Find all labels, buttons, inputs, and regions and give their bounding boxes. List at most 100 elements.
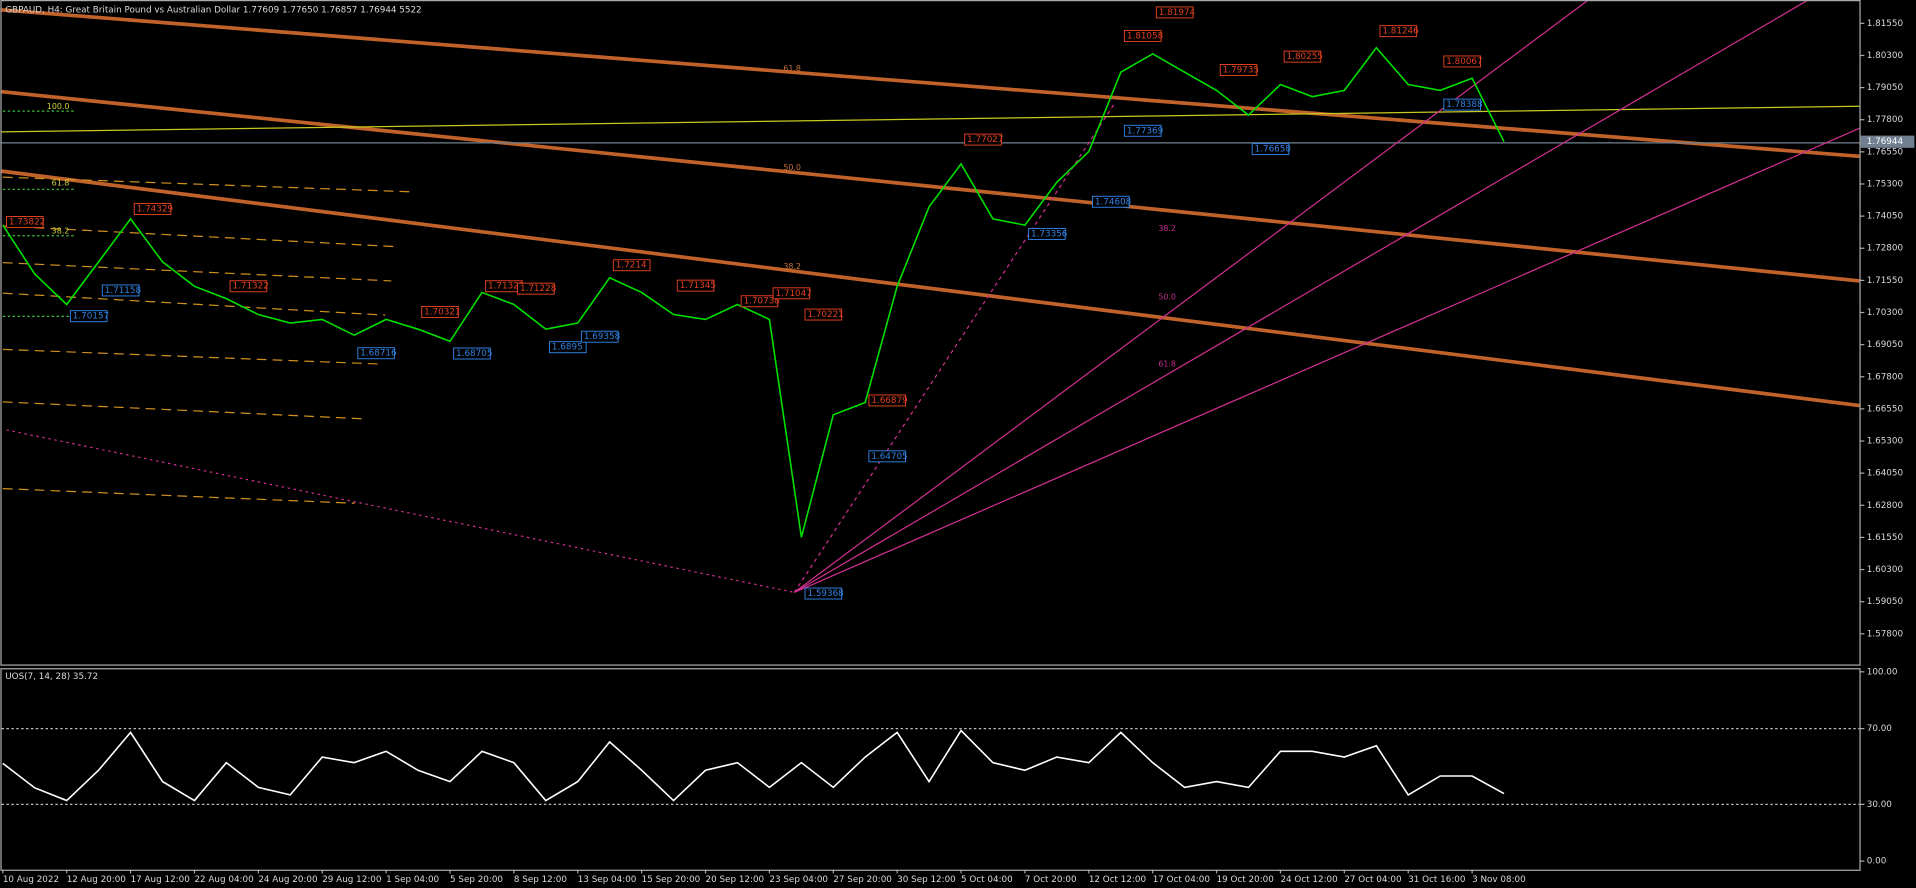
swing-label-box <box>804 308 843 321</box>
y-tick-label: 1.76550 <box>1867 147 1903 157</box>
swing-label-box <box>1091 195 1130 208</box>
x-tick-label: 10 Aug 2022 <box>3 875 59 885</box>
swing-label-box <box>453 347 491 360</box>
fib-label: 38.2 <box>1158 224 1176 233</box>
swing-label: 1.76658 <box>1255 145 1291 155</box>
y-tick-label: 1.81550 <box>1867 19 1903 29</box>
x-tick-label: 30 Sep 12:00 <box>897 875 956 885</box>
current-price-box <box>1860 135 1915 148</box>
x-tick-label: 12 Oct 12:00 <box>1089 875 1146 885</box>
price-panel <box>0 0 1861 666</box>
swing-label-box <box>1028 227 1066 240</box>
swing-label-box <box>1283 50 1322 63</box>
x-tick-label: 19 Oct 20:00 <box>1217 875 1274 885</box>
swing-label-box <box>133 202 172 215</box>
swing-label: 1.71158 <box>105 286 141 296</box>
fib-label: 61.8 <box>1158 359 1176 368</box>
swing-label-box <box>676 279 715 292</box>
swing-label: 1.79735 <box>1223 65 1259 75</box>
trendline <box>0 169 1860 408</box>
swing-label: 1.7214 <box>616 261 647 271</box>
fib-fan <box>793 103 1115 593</box>
y-tick-label: 1.65300 <box>1867 437 1903 447</box>
y-tick-label: 1.80300 <box>1867 51 1903 61</box>
channel-line <box>2 292 386 316</box>
y-tick-label: 1.77800 <box>1867 115 1903 125</box>
y-tick-label: 0.00 <box>1867 857 1887 867</box>
swing-label: 1.80067 <box>1446 57 1482 67</box>
y-tick-label: 1.74050 <box>1867 212 1903 222</box>
y-tick-label: 1.75300 <box>1867 179 1903 189</box>
swing-label: 1.80255 <box>1287 52 1323 62</box>
x-tick-label: 12 Aug 20:00 <box>67 875 126 885</box>
fib-label: 100.0 <box>47 102 70 111</box>
swing-label: 1.71047 <box>776 289 812 299</box>
swing-label: 1.70321 <box>424 307 460 317</box>
y-tick-label: 1.64050 <box>1867 469 1903 479</box>
swing-label: 1.71345 <box>680 281 716 291</box>
swing-label-box <box>69 310 108 323</box>
swing-label: 1.64705 <box>871 452 907 462</box>
swing-label-box <box>101 284 140 297</box>
swing-label-box <box>357 347 395 360</box>
swing-label-box <box>1155 6 1194 19</box>
swing-label-box <box>1123 124 1162 137</box>
swing-label: 1.73822 <box>9 217 45 227</box>
drawing-objects: 61.8 50.0 38.2 38.2 50.0 61.8 100.0 61.8… <box>0 0 1860 594</box>
swing-label: 1.70738 <box>744 297 780 307</box>
level-line <box>0 105 1860 133</box>
x-tick-label: 1 Sep 04:00 <box>386 875 439 885</box>
swing-label-box <box>1443 55 1481 68</box>
swing-label: 1.81246 <box>1382 27 1419 37</box>
x-tick-label: 24 Oct 12:00 <box>1280 875 1337 885</box>
swing-label-box <box>1123 29 1162 42</box>
x-tick-label: 17 Aug 12:00 <box>131 875 190 885</box>
x-tick-label: 29 Aug 12:00 <box>322 875 381 885</box>
x-tick-label: 17 Oct 04:00 <box>1153 875 1210 885</box>
y-tick-label: 1.79050 <box>1867 83 1903 93</box>
swing-label-box <box>1219 63 1258 76</box>
x-tick-label: 13 Sep 04:00 <box>578 875 637 885</box>
fib-label: 61.8 <box>783 64 801 73</box>
swing-label: 1.78388 <box>1446 100 1482 110</box>
current-price-label: 1.76944 <box>1867 137 1904 147</box>
swing-label-box <box>1379 25 1418 38</box>
swing-label: 1.68716 <box>360 349 397 359</box>
swing-label: 1.70221 <box>807 310 843 320</box>
fib-label: 50.0 <box>1158 292 1176 301</box>
swing-label-box <box>740 295 779 308</box>
fib-label: 38.2 <box>783 262 801 271</box>
swing-label-box <box>421 305 459 318</box>
swing-label-box <box>868 394 907 407</box>
channel-line <box>2 487 355 504</box>
y-tick-label: 1.61550 <box>1867 533 1903 543</box>
channel-line <box>2 262 392 282</box>
x-tick-label: 7 Oct 20:00 <box>1025 875 1077 885</box>
x-tick-label: 31 Oct 16:00 <box>1408 875 1465 885</box>
swing-label: 1.70157 <box>73 312 109 322</box>
y-tick-label: 1.60300 <box>1867 565 1903 575</box>
fib-fan <box>794 0 1809 593</box>
swing-label-box <box>612 259 651 272</box>
swing-label: 1.74608 <box>1095 197 1131 207</box>
x-tick-label: 22 Aug 04:00 <box>194 875 253 885</box>
y-tick-label: 1.59050 <box>1867 597 1903 607</box>
y-tick-label: 1.71550 <box>1867 276 1903 286</box>
swing-label-box <box>1251 143 1290 156</box>
y-tick-label: 1.62800 <box>1867 501 1903 511</box>
y-tick-label: 1.70300 <box>1867 308 1903 318</box>
swing-label: 1.77369 <box>1127 126 1163 136</box>
y-tick-label: 70.00 <box>1867 724 1892 734</box>
x-tick-label: 23 Sep 04:00 <box>769 875 828 885</box>
swing-label-box <box>548 341 587 354</box>
series-line <box>2 729 1505 802</box>
swing-label: 1.73356 <box>1031 229 1068 239</box>
indicator-panel <box>0 668 1861 871</box>
fib-label: 50.0 <box>783 163 801 172</box>
swing-label: 1.6895 <box>552 343 583 353</box>
y-tick-label: 1.72800 <box>1867 244 1903 254</box>
y-tick-label: 1.67800 <box>1867 372 1903 382</box>
